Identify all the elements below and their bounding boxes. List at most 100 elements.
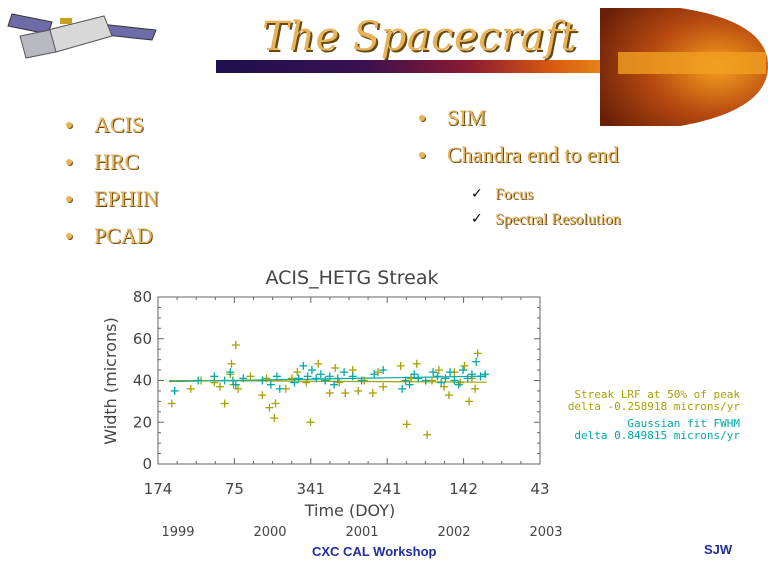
streak-point: [246, 372, 255, 381]
series-points: [167, 341, 490, 439]
streak-point: [341, 389, 350, 398]
list-item: Chandra end to end: [419, 142, 719, 179]
x-tick-labels: 174 75 341 241 142 43: [144, 480, 550, 498]
x-tick-label: 142: [449, 480, 478, 498]
gaussian-point: [303, 372, 312, 381]
gaussian-point: [446, 368, 455, 377]
checkmark-icon: ✓: [471, 211, 483, 227]
legend-entry-streak: Streak LRF at 50% of peak delta -0.25891…: [568, 389, 740, 413]
gaussian-point: [325, 372, 334, 381]
gaussian-point: [258, 376, 267, 385]
axis-ticks: [157, 296, 541, 465]
streak-point: [258, 391, 267, 400]
legend-line: delta 0.849815 microns/yr: [574, 429, 740, 442]
streak-point: [186, 384, 195, 393]
legend-line: Gaussian fit FWHM: [627, 417, 740, 430]
list-item: ✓ Spectral Resolution: [471, 211, 711, 236]
bullet-text: HRC: [94, 149, 140, 174]
streak-point: [234, 384, 243, 393]
legend-entry-gaussian: Gaussian fit FWHM delta 0.849815 microns…: [568, 418, 740, 442]
year-label: 1999: [161, 525, 194, 540]
bullet-dot-icon: [419, 115, 425, 121]
gaussian-point: [414, 374, 423, 383]
bullet-dot-icon: [66, 196, 72, 202]
year-label: 2002: [437, 525, 470, 540]
streak-point: [368, 389, 377, 398]
gaussian-point: [348, 372, 357, 381]
chart-title: ACIS_HETG Streak: [266, 267, 439, 289]
list-item: HRC: [66, 149, 286, 186]
bullet-text: EPHIN: [94, 186, 159, 211]
streak-point: [473, 349, 482, 358]
streak-point: [220, 399, 229, 408]
streak-point: [460, 361, 469, 370]
footer-workshop: CXC CAL Workshop: [312, 544, 437, 559]
y-tick-labels: 0 20 40 60 80: [133, 288, 152, 473]
gaussian-point: [405, 380, 414, 389]
streak-point: [265, 403, 274, 412]
gaussian-point: [312, 374, 321, 383]
streak-point: [306, 418, 315, 427]
y-tick-label: 40: [133, 372, 152, 390]
streak-point: [456, 378, 465, 387]
gaussian-point: [459, 366, 468, 375]
streak-point: [262, 374, 271, 383]
bullet-dot-icon: [66, 122, 72, 128]
bullet-text: Chandra end to end: [447, 142, 619, 167]
x-tick-label: 174: [144, 480, 173, 498]
bullet-text: PCAD: [94, 223, 153, 248]
gaussian-point: [272, 372, 281, 381]
gaussian-point: [379, 366, 388, 375]
gaussian-point: [454, 380, 463, 389]
gaussian-point: [220, 376, 229, 385]
legend-line: Streak LRF at 50% of peak: [574, 388, 740, 401]
streak-point: [407, 374, 416, 383]
y-tick-label: 20: [133, 413, 152, 431]
gaussian-point: [467, 370, 476, 379]
gaussian-point: [410, 370, 419, 379]
y-tick-label: 60: [133, 330, 152, 348]
streak-point: [465, 397, 474, 406]
streak-point: [379, 382, 388, 391]
streak-point: [293, 368, 302, 377]
gaussian-point: [307, 366, 316, 375]
y-axis-label: Width (microns): [101, 317, 120, 444]
chart-legend: Streak LRF at 50% of peak delta -0.25891…: [568, 389, 740, 442]
year-label: 2000: [253, 525, 286, 540]
list-item: PCAD: [66, 223, 286, 260]
gaussian-point: [290, 378, 299, 387]
streak-point: [231, 341, 240, 350]
gaussian-point: [226, 368, 235, 377]
year-labels: 1999 2000 2001 2002 2003: [161, 525, 562, 540]
sub-item-text: Spectral Resolution: [495, 211, 621, 228]
streak-point: [374, 368, 383, 377]
left-bullet-list: ACIS HRC EPHIN PCAD: [66, 112, 286, 260]
gaussian-point: [437, 378, 446, 387]
streak-point: [444, 391, 453, 400]
gaussian-point: [333, 374, 342, 383]
gaussian-point: [476, 372, 485, 381]
bullet-dot-icon: [66, 159, 72, 165]
gaussian-point: [239, 374, 248, 383]
bullet-dot-icon: [419, 152, 425, 158]
gaussian-point: [441, 374, 450, 383]
x-tick-label: 241: [373, 480, 402, 498]
gaussian-point: [228, 376, 237, 385]
gaussian-point: [472, 357, 481, 366]
list-item: SIM: [419, 105, 719, 142]
gaussian-point: [398, 384, 407, 393]
streak-point: [423, 430, 432, 439]
gaussian-point: [266, 380, 275, 389]
sub-item-list: ✓ Focus ✓ Spectral Resolution: [471, 186, 711, 236]
streak-point: [331, 363, 340, 372]
streak-point: [167, 399, 176, 408]
fit-lines: [169, 375, 487, 383]
x-tick-label: 43: [530, 480, 549, 498]
bullet-text: SIM: [447, 105, 487, 130]
streak-point: [471, 384, 480, 393]
streak-point: [314, 359, 323, 368]
gaussian-point: [370, 370, 379, 379]
streak-point: [216, 382, 225, 391]
footer-initials: SJW: [704, 542, 733, 557]
x-tick-label: 75: [225, 480, 244, 498]
